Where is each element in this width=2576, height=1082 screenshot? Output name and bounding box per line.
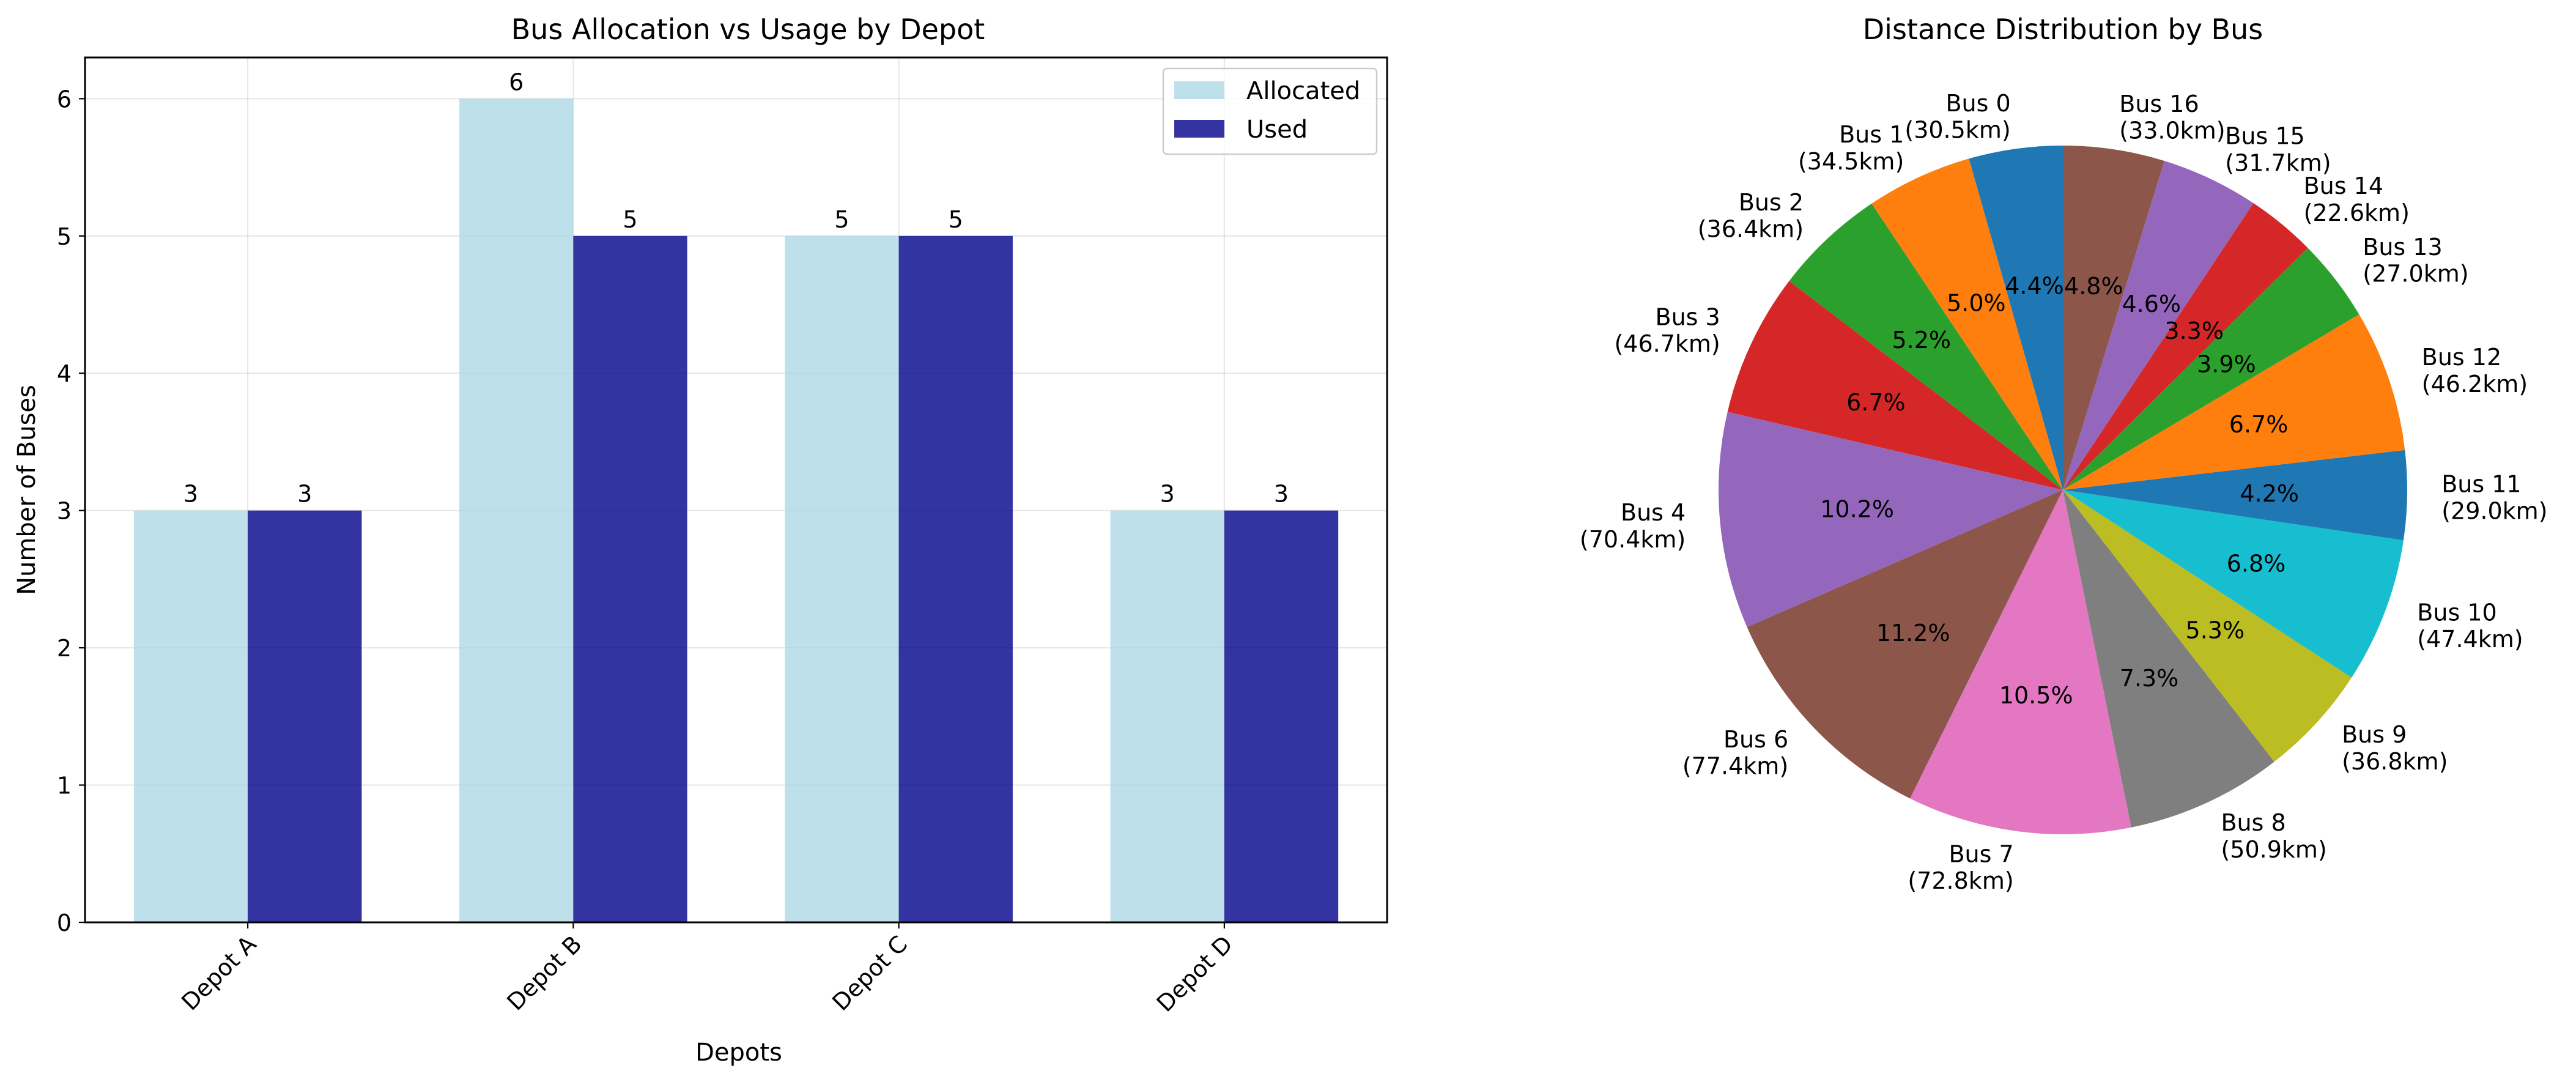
bar-value-label: 5: [623, 206, 637, 233]
pie-slices: [1719, 146, 2407, 835]
bar-chart-title: Bus Allocation vs Usage by Depot: [511, 13, 985, 46]
pie-slice-label: Bus 16 (33.0km): [2119, 91, 2225, 144]
bar-value-label: 3: [1160, 481, 1175, 508]
bar-used-depot-b: [573, 235, 687, 922]
pie-slice-label: Bus 2 (36.4km): [1698, 189, 1804, 243]
pie-slice-label: Bus 7 (72.8km): [1908, 840, 2013, 894]
pie-slice-label: Bus 9 (36.8km): [2342, 721, 2448, 775]
bar-chart-value-labels: 3 3 6 5 5 5 3 3: [183, 69, 1289, 507]
pie-slice-label: Bus 11 (29.0km): [2441, 471, 2547, 525]
bar-allocated-depot-c: [785, 235, 899, 922]
bar-value-label: 5: [949, 206, 963, 233]
pie-percent-label: 10.5%: [1999, 682, 2073, 709]
pie-slice-bus-0: [1969, 146, 2063, 490]
pie-percent-label: 4.8%: [2064, 273, 2123, 300]
y-axis-label: Number of Buses: [13, 385, 41, 595]
bar-used-depot-c: [898, 235, 1013, 922]
pie-percent-label: 4.2%: [2240, 480, 2299, 507]
y-tick-label: 0: [57, 910, 72, 936]
pie-chart-title: Distance Distribution by Bus: [1863, 13, 2263, 46]
legend-label-used: Used: [1246, 116, 1308, 144]
pie-slice-bus-6: [1747, 490, 2063, 799]
pie-slice-bus-7: [1910, 490, 2131, 835]
pie-percent-label: 3.9%: [2197, 351, 2256, 378]
bar-value-label: 5: [834, 206, 849, 233]
pie-slice-bus-1: [1871, 158, 2063, 490]
bar-chart-frame: [84, 56, 1388, 924]
pie-slice-label: Bus 13 (27.0km): [2363, 234, 2468, 287]
y-tick-label: 4: [57, 360, 72, 387]
pie-slice-label: Bus 0 (30.5km): [1904, 90, 2010, 144]
pie-percent-label: 5.2%: [1892, 327, 1951, 354]
y-axis-ticks: 0 1 2 3 4 5 6: [57, 86, 85, 936]
pie-slice-bus-15: [2063, 160, 2254, 490]
pie-slice-label: Bus 15 (31.7km): [2225, 123, 2331, 177]
pie-percent-label: 3.3%: [2164, 317, 2224, 344]
bar-chart-bars: [133, 98, 1339, 922]
bar-value-label: 3: [183, 481, 198, 508]
pie-slice-label: Bus 10 (47.4km): [2417, 599, 2523, 653]
pie-percent-label: 6.7%: [2229, 411, 2289, 438]
bar-used-depot-a: [248, 510, 362, 922]
legend-swatch-allocated: [1174, 81, 1224, 99]
bar-allocated-depot-d: [1110, 510, 1224, 922]
pie-slice-bus-4: [1719, 412, 2063, 628]
pie-slice-bus-14: [2063, 203, 2308, 490]
pie-slice-bus-10: [2063, 490, 2404, 678]
pie-percent-label: 7.3%: [2120, 665, 2179, 692]
pie-slice-label: Bus 6 (77.4km): [1682, 726, 1788, 780]
pie-slice-bus-2: [1789, 203, 2063, 490]
pie-percent-label: 5.0%: [1947, 289, 2006, 316]
y-tick-label: 3: [57, 498, 72, 525]
y-tick-label: 1: [57, 773, 72, 799]
pie-percent-label: 4.4%: [2005, 272, 2064, 299]
pie-percent-label: 4.6%: [2122, 291, 2181, 317]
bar-allocated-depot-b: [459, 98, 574, 922]
pie-slice-bus-11: [2063, 450, 2407, 541]
bar-value-label: 3: [297, 481, 312, 508]
pie-slice-label: Bus 1 (34.5km): [1798, 121, 1904, 175]
y-tick-label: 5: [57, 223, 72, 250]
pie-slice-bus-16: [2063, 146, 2164, 490]
pie-percent-label: 5.3%: [2186, 617, 2245, 644]
bar-value-label: 3: [1274, 481, 1289, 508]
pie-slice-labels: Bus 0 (30.5km)Bus 1 (34.5km) Bus 2 (36.4km) B…: [1580, 90, 2548, 894]
bar-chart: Bus Allocation vs Usage by Depot 3 365 5 53…: [13, 13, 1388, 1067]
pie-slice-bus-9: [2063, 490, 2352, 762]
bar-value-label: 6: [509, 69, 524, 95]
pie-slice-bus-8: [2063, 490, 2274, 828]
pie-slice-label: Bus 3 (46.7km): [1614, 303, 1720, 357]
y-tick-label: 2: [57, 635, 72, 662]
pie-percent-label: 6.8%: [2227, 550, 2286, 577]
x-axis-label: Depots: [695, 1039, 782, 1067]
pie-slice-label: Bus 8 (50.9km): [2221, 809, 2326, 863]
bar-allocated-depot-a: [133, 510, 248, 922]
pie-slice-bus-12: [2063, 314, 2405, 490]
y-tick-label: 6: [57, 86, 72, 113]
pie-slice-label: Bus 4 (70.4km): [1580, 499, 1686, 553]
legend-label-allocated: Allocated: [1246, 77, 1360, 105]
pie-slice-bus-3: [1727, 281, 2063, 490]
legend-swatch-used: [1174, 120, 1224, 138]
pie-percent-label: 10.2%: [1820, 495, 1894, 522]
pie-chart: Distance Distribution by Bus 4.4%5.0% 5.2…: [1580, 13, 2548, 894]
pie-slice-bus-13: [2063, 248, 2359, 490]
bar-chart-legend: Allocated Used: [1162, 67, 1378, 155]
bar-used-depot-d: [1224, 510, 1339, 922]
pie-percent-label: 11.2%: [1876, 620, 1950, 647]
pie-slice-label: Bus 14 (22.6km): [2304, 172, 2410, 226]
pie-percent-label: 6.7%: [1846, 389, 1906, 416]
pie-slice-label: Bus 12 (46.2km): [2422, 344, 2528, 398]
pie-percent-labels: 4.4%5.0% 5.2% 6.7% 10.2% 11.2% 10.5% 7.3% 5.3% 6…: [1820, 272, 2299, 709]
